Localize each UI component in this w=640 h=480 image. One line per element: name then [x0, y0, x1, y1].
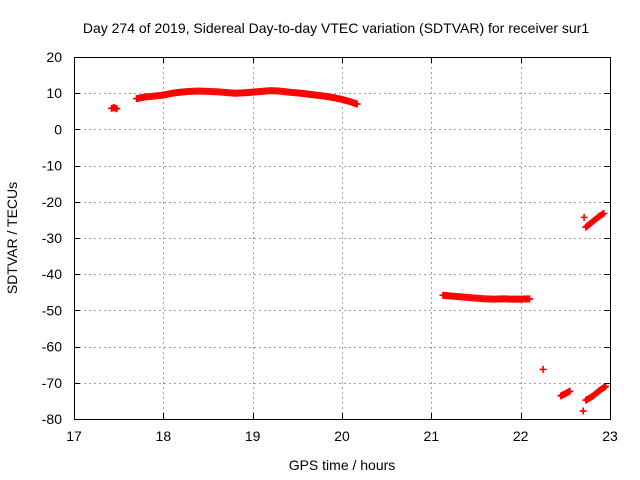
y-tick-label: -20 [42, 194, 62, 210]
y-tick-label: -30 [42, 230, 62, 246]
x-tick-label: 22 [513, 428, 529, 444]
x-tick-label: 19 [245, 428, 261, 444]
x-tick-label: 23 [602, 428, 618, 444]
segment-4-point [539, 365, 547, 373]
tick-labels: 17 18 19 20 21 22 23 20 10 0 -10 -20 -30 -40 -50 -60 -70… [42, 49, 618, 444]
y-tick-label: -60 [42, 339, 62, 355]
x-tick-label: 18 [156, 428, 172, 444]
segment-3-point [526, 295, 534, 303]
segment-7-point [602, 382, 610, 390]
y-tick-label: -70 [42, 375, 62, 391]
chart-title: Day 274 of 2019, Sidereal Day-to-day VTE… [83, 20, 589, 36]
x-tick-label: 21 [424, 428, 440, 444]
x-tick-label: 17 [66, 428, 82, 444]
y-tick-label: 20 [46, 49, 62, 65]
segment-1-point [113, 105, 121, 113]
segment-6-point [579, 407, 587, 415]
y-tick-label: 10 [46, 85, 62, 101]
segment-2-point [353, 100, 361, 108]
segment-9-point [600, 209, 608, 217]
axis-ticks [74, 57, 611, 420]
y-axis-label: SDTVAR / TECUs [4, 182, 20, 294]
y-tick-label: -80 [42, 411, 62, 427]
plot-area [108, 87, 610, 415]
x-axis-label: GPS time / hours [289, 457, 396, 473]
y-tick-label: -50 [42, 302, 62, 318]
y-tick-label: -10 [42, 158, 62, 174]
x-tick-label: 20 [334, 428, 350, 444]
y-tick-label: 0 [54, 121, 62, 137]
segment-8-point [580, 213, 588, 221]
grid-lines [74, 57, 610, 419]
y-tick-label: -40 [42, 266, 62, 282]
segment-5-point [566, 387, 574, 395]
